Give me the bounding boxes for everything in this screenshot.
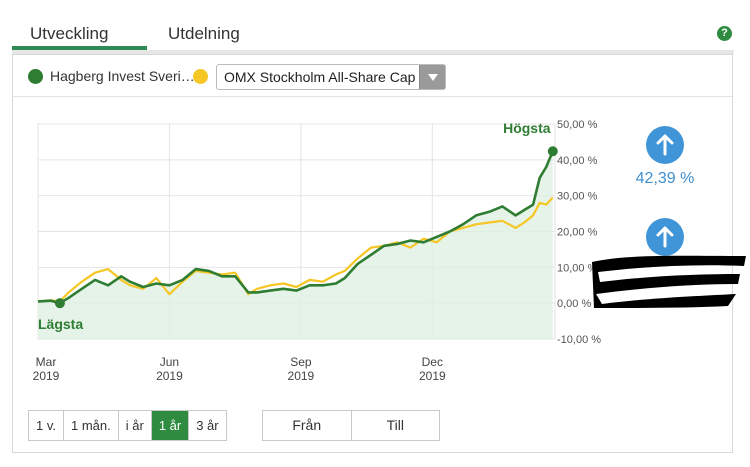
y-tick-label: 40,00 % bbox=[557, 155, 598, 167]
x-tick-label-month: Dec bbox=[422, 355, 443, 369]
period-1ar-button[interactable]: 1 år bbox=[151, 411, 190, 440]
x-tick-label-year: 2019 bbox=[156, 369, 183, 383]
tab-bar: Utveckling Utdelning ? bbox=[12, 18, 734, 54]
y-tick-label: -10,00 % bbox=[557, 334, 601, 346]
help-icon[interactable]: ? bbox=[717, 26, 732, 41]
low-label: Lägsta bbox=[38, 316, 83, 332]
y-tick-label: 10,00 % bbox=[557, 262, 598, 274]
period-3ar-button[interactable]: 3 år bbox=[196, 418, 219, 433]
chart-panel: Hagberg Invest Sveri… OMX Stockholm All-… bbox=[12, 54, 733, 453]
compare-index-value: OMX Stockholm All-Share Cap bbox=[224, 69, 416, 85]
x-tick-label-year: 2019 bbox=[33, 369, 60, 383]
series1-line bbox=[37, 150, 554, 305]
period-1v-button[interactable]: 1 v. bbox=[29, 411, 64, 440]
low-marker bbox=[54, 298, 65, 309]
x-tick-label-year: 2019 bbox=[288, 369, 315, 383]
tab-utveckling[interactable]: Utveckling bbox=[12, 18, 147, 50]
x-tick-label-year: 2019 bbox=[419, 369, 446, 383]
legend-row: Hagberg Invest Sveri… OMX Stockholm All-… bbox=[13, 55, 732, 97]
series1-change-button[interactable] bbox=[646, 126, 684, 164]
y-tick-label: 20,00 % bbox=[557, 227, 598, 239]
range-from-button[interactable]: Från bbox=[263, 411, 352, 440]
x-tick-label-month: Mar bbox=[36, 355, 57, 369]
x-tick-label-month: Jun bbox=[160, 355, 179, 369]
series2-line bbox=[37, 196, 554, 303]
tab-utdelning[interactable]: Utdelning bbox=[168, 24, 240, 43]
arrow-up-icon bbox=[656, 134, 674, 156]
series2-color-dot bbox=[193, 69, 208, 84]
period-iar-button[interactable]: i år bbox=[119, 411, 152, 440]
range-to-button[interactable]: Till bbox=[386, 417, 404, 433]
compare-index-select[interactable]: OMX Stockholm All-Share Cap bbox=[216, 64, 446, 90]
series1-legend-label: Hagberg Invest Sveri… bbox=[50, 68, 195, 84]
y-tick-label: 30,00 % bbox=[557, 191, 598, 203]
series1-change-value: 42,39 % bbox=[635, 170, 695, 187]
chevron-down-icon[interactable] bbox=[419, 65, 445, 89]
period-1man-button[interactable]: 1 mån. bbox=[64, 411, 119, 440]
arrow-up-icon bbox=[656, 226, 674, 248]
redaction-scribble bbox=[592, 255, 746, 308]
high-marker bbox=[547, 146, 558, 157]
high-label: Högsta bbox=[503, 120, 551, 136]
performance-chart: 50,00 % 40,00 % 30,00 % 20,00 % 10,00 % 0,00 … bbox=[33, 119, 602, 383]
y-tick-label: 50,00 % bbox=[557, 119, 598, 131]
date-range-selector: Från Till bbox=[262, 410, 440, 441]
series1-color-dot bbox=[28, 69, 43, 84]
period-selector: 1 v. 1 mån. i år 1 år 3 år bbox=[28, 410, 227, 441]
tab-bar-underline bbox=[12, 50, 734, 54]
x-tick-label-month: Sep bbox=[290, 355, 312, 369]
series2-change-button[interactable] bbox=[646, 218, 684, 256]
y-tick-label: 0,00 % bbox=[557, 298, 591, 310]
